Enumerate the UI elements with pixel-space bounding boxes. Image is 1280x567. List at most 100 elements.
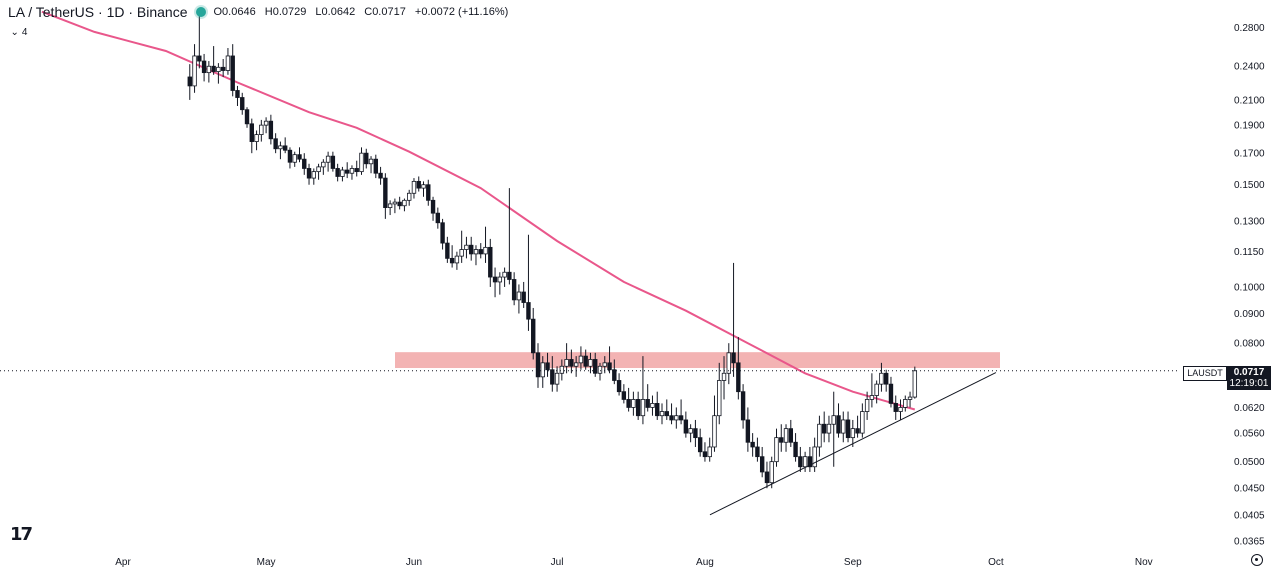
candle[interactable]	[640, 356, 646, 425]
ascending-trendline[interactable]	[709, 372, 997, 516]
candle[interactable]	[230, 44, 235, 97]
candle[interactable]	[731, 262, 736, 377]
candle[interactable]	[888, 376, 894, 408]
candle[interactable]	[697, 428, 703, 457]
candle[interactable]	[678, 399, 684, 425]
candle[interactable]	[759, 446, 765, 478]
candle[interactable]	[626, 387, 631, 412]
moving-average-line[interactable]	[41, 10, 916, 411]
candle[interactable]	[540, 356, 545, 388]
candle[interactable]	[259, 119, 264, 142]
candle[interactable]	[631, 391, 636, 416]
time-axis[interactable]: Apr May Jun Jul Aug Sep Oct Nov	[115, 557, 1152, 567]
candle[interactable]	[774, 428, 779, 467]
candle[interactable]	[707, 437, 712, 462]
indicators-toggle-button[interactable]: ⌄ 4	[6, 24, 32, 40]
candle[interactable]	[621, 384, 627, 404]
candle[interactable]	[478, 243, 483, 259]
candle[interactable]	[426, 179, 431, 206]
candle[interactable]	[507, 188, 512, 285]
candle[interactable]	[502, 267, 507, 287]
candle[interactable]	[364, 148, 369, 169]
candle[interactable]	[292, 151, 297, 167]
candle[interactable]	[683, 411, 689, 438]
candle[interactable]	[769, 456, 774, 489]
candle[interactable]	[635, 391, 641, 420]
candle[interactable]	[898, 399, 903, 420]
tradingview-logo-icon[interactable]: 17	[10, 524, 33, 545]
candle[interactable]	[821, 411, 827, 443]
candle[interactable]	[869, 373, 875, 408]
candle[interactable]	[788, 419, 793, 447]
candle[interactable]	[268, 114, 274, 145]
candle[interactable]	[783, 424, 789, 452]
candle[interactable]	[655, 391, 660, 420]
candle[interactable]	[340, 166, 345, 182]
candle[interactable]	[855, 415, 860, 438]
candle[interactable]	[287, 147, 293, 169]
candle[interactable]	[263, 117, 269, 134]
candle[interactable]	[387, 200, 393, 216]
candle[interactable]	[435, 207, 441, 229]
candle[interactable]	[354, 160, 359, 177]
candle[interactable]	[845, 411, 851, 443]
candle[interactable]	[521, 281, 526, 308]
candle[interactable]	[187, 64, 192, 100]
candle[interactable]	[201, 53, 207, 82]
candle[interactable]	[445, 236, 450, 263]
symbol-title[interactable]: LA / TetherUS · 1D · Binance	[8, 4, 188, 20]
candle[interactable]	[449, 245, 455, 268]
candle[interactable]	[745, 407, 751, 452]
candle[interactable]	[383, 173, 388, 219]
candle[interactable]	[497, 272, 503, 295]
candle[interactable]	[669, 403, 674, 425]
candle[interactable]	[297, 147, 302, 163]
candle[interactable]	[864, 391, 870, 420]
candle[interactable]	[392, 198, 398, 214]
candle[interactable]	[812, 437, 817, 472]
candle[interactable]	[755, 437, 760, 462]
candle[interactable]	[344, 162, 350, 179]
candle[interactable]	[321, 159, 326, 175]
candle[interactable]	[588, 352, 593, 374]
candle[interactable]	[802, 451, 808, 472]
candle[interactable]	[531, 307, 536, 360]
candle[interactable]	[454, 251, 460, 270]
candle[interactable]	[526, 234, 531, 331]
candle[interactable]	[440, 218, 445, 250]
candle[interactable]	[225, 48, 231, 75]
candle[interactable]	[597, 362, 603, 381]
candle[interactable]	[402, 198, 407, 212]
candle[interactable]	[659, 403, 665, 425]
candle[interactable]	[511, 272, 517, 306]
candle[interactable]	[554, 366, 560, 392]
candle[interactable]	[330, 151, 336, 172]
candle[interactable]	[220, 59, 226, 77]
candle[interactable]	[416, 176, 421, 192]
candle[interactable]	[469, 236, 474, 261]
candle[interactable]	[430, 196, 436, 221]
candle[interactable]	[826, 415, 832, 443]
candle[interactable]	[411, 178, 417, 199]
candle[interactable]	[278, 141, 283, 160]
candle[interactable]	[244, 107, 250, 128]
candle[interactable]	[483, 226, 488, 263]
candle[interactable]	[750, 433, 755, 457]
candle[interactable]	[664, 399, 669, 420]
candle[interactable]	[807, 446, 813, 472]
candle[interactable]	[736, 336, 741, 400]
candle[interactable]	[282, 137, 288, 154]
candle[interactable]	[907, 391, 913, 408]
settings-icon[interactable]	[1251, 554, 1263, 566]
candle[interactable]	[688, 424, 693, 443]
candle[interactable]	[850, 419, 856, 447]
candle[interactable]	[492, 267, 498, 298]
resistance-zone[interactable]	[395, 352, 1000, 369]
candle[interactable]	[874, 380, 879, 404]
price-axis[interactable]: 0.2800 0.2400 0.2100 0.1900 0.1700 0.1500 0.13…	[1234, 23, 1265, 548]
candle[interactable]	[359, 147, 364, 175]
candle[interactable]	[406, 189, 412, 206]
candle[interactable]	[397, 196, 402, 210]
candle[interactable]	[216, 63, 221, 84]
